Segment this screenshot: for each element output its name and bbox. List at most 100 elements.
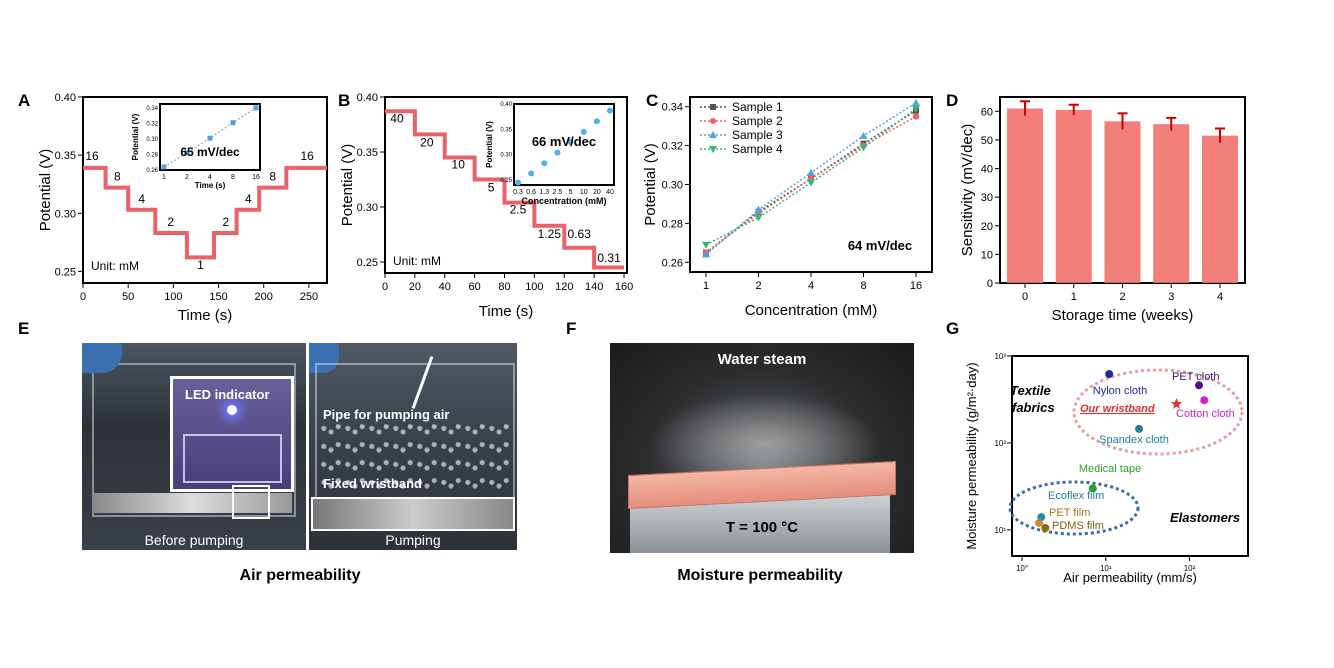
inset-point-b (554, 149, 561, 156)
y-axis-label-b: Potential (V) (339, 144, 356, 227)
moisture-permeability-title: Moisture permeability (677, 567, 843, 584)
y-tick-label-b: 0.30 (357, 202, 378, 214)
bar-d (1055, 109, 1092, 283)
circuit-pattern (183, 434, 282, 483)
slope-annotation-c: 64 mV/dec (848, 238, 912, 253)
inset-x-tick-b: 0.6 (526, 189, 536, 196)
point-label-ecoflex-film: Ecoflex film (1048, 490, 1104, 502)
unit-annotation-a: Unit: mM (91, 259, 139, 273)
y-tick-label-a: 0.40 (55, 92, 76, 104)
inset-slope-label-a: 65 mV/dec (180, 145, 240, 159)
point-label-spandex-cloth: Spandex cloth (1099, 434, 1169, 446)
data-point-c (807, 179, 815, 187)
inset-y-tick-a: 0.34 (146, 106, 158, 112)
group-label-elastomers: Elastomers (1170, 510, 1240, 525)
step-label-b: 0.31 (597, 251, 621, 265)
panel-letter-G: G (946, 319, 959, 338)
y-tick-label-b: 0.40 (357, 92, 378, 104)
inset-y-tick-b: 0.40 (500, 102, 512, 108)
legend-label-c: Sample 4 (732, 142, 783, 156)
x-axis-label-b: Time (s) (479, 303, 533, 320)
photo-before-pumping: LED indicator Before pumping (82, 343, 306, 550)
inset-point-a (161, 164, 167, 170)
inset-x-tick-a: 16 (252, 174, 260, 181)
x-tick-label-b: 0 (382, 281, 388, 293)
data-point-c (754, 205, 763, 213)
data-point-c (702, 241, 710, 249)
inset-point-a (184, 150, 190, 156)
step-label-b: 10 (452, 158, 466, 172)
inset-x-tick-b: 0.3 (513, 189, 523, 196)
data-point-c (912, 98, 920, 106)
step-label-a: 8 (269, 170, 276, 184)
y-tick-label-a: 0.35 (55, 150, 76, 162)
bar-d (1007, 108, 1043, 283)
inset-y-tick-b: 0.35 (500, 127, 512, 133)
glass-box-left (92, 363, 296, 517)
led-indicator-label: LED indicator (185, 387, 270, 402)
x-tick-label-b: 20 (409, 281, 421, 293)
plot-frame-a (82, 96, 328, 284)
wristband-strip-left (92, 493, 292, 513)
y-tick-label-d: 30 (981, 192, 993, 204)
step-label-a: 1 (197, 258, 204, 272)
air-permeability-title: Air permeability (239, 567, 361, 584)
inset-point-a (207, 135, 213, 141)
inset-point-a (253, 105, 259, 111)
inset-y-label-b: Potential (V) (485, 121, 494, 168)
y-tick-label-c: 0.34 (662, 102, 683, 114)
inset-point-b (593, 118, 600, 125)
point-label-pet-cloth: PET cloth (1172, 371, 1220, 383)
water-steam-label: Water steam (717, 351, 807, 368)
highlight-box-left (232, 485, 270, 519)
panel-letter-E: E (18, 319, 29, 338)
y-tick-label-g: 10³ (994, 352, 1006, 361)
x-tick-label-c: 8 (860, 280, 866, 292)
x-tick-label-d: 0 (1022, 291, 1028, 303)
y-tick-label-b: 0.25 (357, 257, 378, 269)
series-line-b (385, 109, 625, 270)
glove-right (309, 343, 339, 373)
panel-letter-B: B (338, 91, 350, 110)
x-tick-label-b: 80 (498, 281, 510, 293)
point-label-pdms-film: PDMS film (1052, 520, 1104, 532)
x-tick-label-d: 1 (1071, 291, 1077, 303)
x-tick-label-c: 4 (808, 280, 814, 292)
plot-frame-g (1011, 355, 1249, 557)
inset-y-tick-a: 0.26 (146, 168, 158, 174)
panel-letter-F: F (566, 319, 576, 338)
y-tick-label-d: 60 (981, 106, 993, 118)
step-label-a: 16 (300, 149, 314, 163)
x-tick-label-a: 150 (209, 291, 227, 303)
y-axis-label-a: Potential (V) (37, 149, 54, 232)
x-tick-label-a: 0 (80, 291, 86, 303)
data-point-c (702, 250, 710, 258)
x-tick-label-g: 10° (1016, 564, 1028, 573)
y-tick-label-c: 0.28 (662, 218, 683, 230)
data-point-c (912, 113, 920, 120)
panel-letter-C: C (646, 91, 658, 110)
y-tick-label-c: 0.30 (662, 180, 683, 192)
y-tick-label-c: 0.32 (662, 141, 683, 153)
pipe-label: Pipe for pumping air (323, 407, 450, 422)
inset-x-tick-b: 1.3 (539, 189, 549, 196)
x-tick-label-c: 2 (755, 280, 761, 292)
legend-marker-c (710, 118, 716, 124)
plot-frame-b (384, 96, 628, 274)
x-tick-label-c: 1 (703, 280, 709, 292)
step-label-b: 5 (488, 181, 495, 195)
x-tick-label-b: 120 (555, 281, 573, 293)
data-point-g (1041, 523, 1050, 532)
legend-marker-c (710, 104, 716, 110)
inset-point-b (515, 179, 521, 186)
pumping-caption: Pumping (385, 532, 441, 548)
inset-y-tick-a: 0.30 (146, 137, 158, 143)
x-tick-label-b: 140 (585, 281, 603, 293)
y-tick-label-a: 0.25 (55, 266, 76, 278)
y-tick-label-d: 50 (981, 135, 993, 147)
legend-label-c: Sample 1 (732, 100, 783, 114)
inset-x-tick-a: 2 (185, 174, 189, 181)
y-axis-label-c: Potential (V) (642, 143, 659, 226)
step-label-a: 4 (245, 192, 252, 206)
